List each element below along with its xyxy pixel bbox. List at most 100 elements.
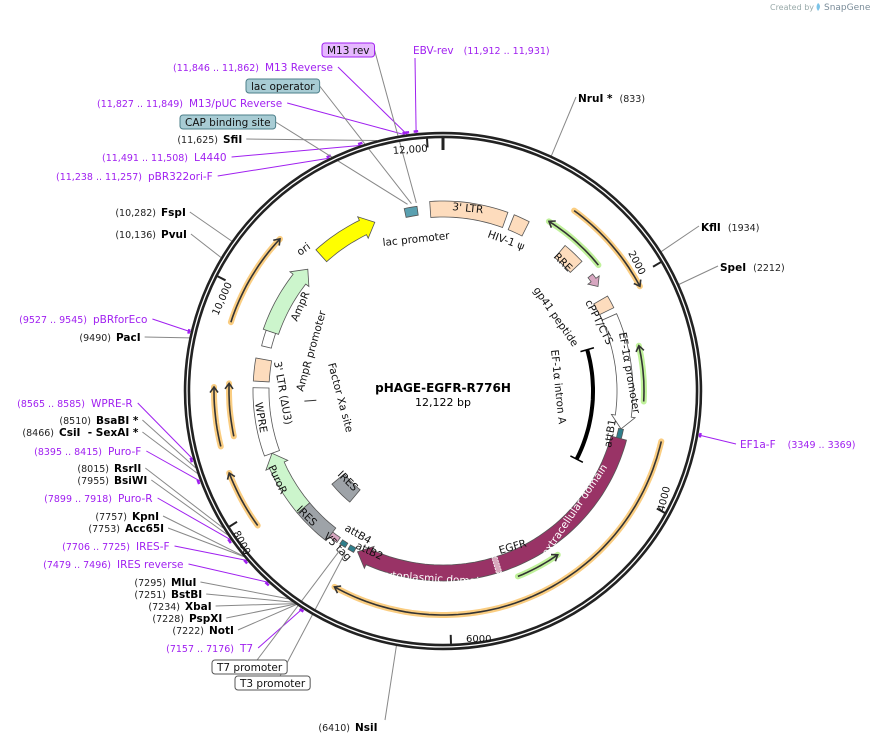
primer-puro-f[interactable]: Puro-F (8395 .. 8415) xyxy=(34,446,141,458)
callout-box[interactable] xyxy=(321,42,376,58)
primer-name[interactable]: IRES reverse xyxy=(117,559,184,571)
enzyme-site-pspxi[interactable]: PspXI (7228) xyxy=(152,613,222,625)
primer-puro-r[interactable]: Puro-R (7899 .. 7918) xyxy=(44,493,152,505)
primer-name[interactable]: pBRforEco xyxy=(93,314,147,326)
primer-name[interactable]: M13/pUC Reverse xyxy=(189,98,282,110)
callout-box[interactable] xyxy=(211,659,288,675)
enzyme-name[interactable]: CsiI - SexAI * xyxy=(59,427,139,439)
feature-label: WPRE xyxy=(252,401,269,433)
enzyme-name[interactable]: NsiI xyxy=(355,722,378,734)
primer-name[interactable]: EBV-rev xyxy=(413,45,454,57)
callout-label[interactable]: T7 promoter xyxy=(216,662,283,674)
enzyme-name[interactable]: SpeI xyxy=(720,262,746,274)
enzyme-name[interactable]: KflI xyxy=(701,222,721,234)
intron-bar xyxy=(574,349,595,461)
primer-t7[interactable]: T7 (7157 .. 7176) xyxy=(166,643,253,655)
enzyme-position: (7234) xyxy=(148,602,180,613)
primer-name[interactable]: WPRE-R xyxy=(91,398,133,410)
primer-binding-mark xyxy=(298,608,305,613)
enzyme-name[interactable]: RsrII xyxy=(114,463,141,475)
primer-name[interactable]: M13 Reverse xyxy=(265,62,333,74)
primer-ebv-rev[interactable]: EBV-rev (11,912 .. 11,931) xyxy=(413,45,550,57)
primer-name[interactable]: EF1a-F xyxy=(740,439,776,451)
enzyme-name[interactable]: BsaBI * xyxy=(96,415,139,427)
callout-box[interactable] xyxy=(245,78,321,94)
feature-label: EF-1α intron A xyxy=(548,349,568,425)
feature-callout-t3-promoter[interactable]: T3 promoter xyxy=(234,675,311,691)
primer-m13-reverse[interactable]: M13 Reverse (11,846 .. 11,862) xyxy=(173,62,333,74)
enzyme-name[interactable]: XbaI xyxy=(185,601,212,613)
enzyme-name[interactable]: NruI * xyxy=(578,93,613,105)
enzyme-name[interactable]: Acc65I xyxy=(125,523,164,535)
egfr-extracellular-label: extracellular domain xyxy=(540,462,611,559)
primer-wpre-r[interactable]: WPRE-R (8565 .. 8585) xyxy=(17,398,133,410)
primer-pbr322ori-f[interactable]: pBR322ori-F (11,238 .. 11,257) xyxy=(56,171,213,183)
primer-ef1a-f[interactable]: EF1a-F (3349 .. 3369) xyxy=(740,439,855,451)
tick-mark xyxy=(228,520,238,528)
feature-callout-m13-rev[interactable]: M13 rev xyxy=(321,42,376,58)
enzyme-site-kfli[interactable]: KflI (1934) xyxy=(701,222,759,234)
enzyme-site-nsii[interactable]: NsiI (6410) xyxy=(318,722,377,734)
enzyme-site-pvui[interactable]: PvuI (10,136) xyxy=(115,229,187,241)
created-by-text: Created by xyxy=(770,3,814,12)
annotation-arc xyxy=(571,207,643,290)
primer-ires-f[interactable]: IRES-F (7706 .. 7725) xyxy=(62,541,169,553)
enzyme-site-sfii[interactable]: SfiI (11,625) xyxy=(177,134,242,146)
primer-m13-puc-reverse[interactable]: M13/pUC Reverse (11,827 .. 11,849) xyxy=(97,98,282,110)
callout-box[interactable] xyxy=(179,114,277,130)
enzyme-site-noti[interactable]: NotI (7222) xyxy=(172,625,234,637)
feature-ori xyxy=(315,216,376,263)
enzyme-site-kpni[interactable]: KpnI (7757) xyxy=(95,511,159,523)
feature-callout-t7-promoter[interactable]: T7 promoter xyxy=(211,659,288,675)
primer-name[interactable]: Puro-R xyxy=(118,493,153,505)
callout-label[interactable]: lac operator xyxy=(251,81,315,93)
enzyme-name[interactable]: BsiWI xyxy=(114,475,147,487)
primer-range: (8565 .. 8585) xyxy=(17,399,85,410)
feature-callout-cap-binding-site[interactable]: CAP binding site xyxy=(179,114,277,130)
enzyme-name[interactable]: PvuI xyxy=(161,229,187,241)
arc-line xyxy=(517,554,559,578)
primer-range: (3349 .. 3369) xyxy=(788,440,856,451)
enzyme-site-spei[interactable]: SpeI (2212) xyxy=(720,262,785,274)
primer-name[interactable]: IRES-F xyxy=(136,541,170,553)
primer-name[interactable]: T7 xyxy=(239,643,253,655)
annotation-arc xyxy=(331,438,665,618)
enzyme-site-bstbi[interactable]: BstBI (7251) xyxy=(134,589,202,601)
callout-label[interactable]: M13 rev xyxy=(327,45,370,57)
primer-ires-reverse[interactable]: IRES reverse (7479 .. 7496) xyxy=(43,559,183,571)
enzyme-site-csii[interactable]: CsiI - SexAI * (8466) xyxy=(22,427,139,439)
enzyme-site-xbai[interactable]: XbaI (7234) xyxy=(148,601,211,613)
enzyme-name[interactable]: PacI xyxy=(116,332,141,344)
enzyme-name[interactable]: MluI xyxy=(171,577,196,589)
primer-name[interactable]: pBR322ori-F xyxy=(148,171,213,183)
enzyme-site-acc65i[interactable]: Acc65I (7753) xyxy=(88,523,164,535)
callout-label[interactable]: CAP binding site xyxy=(185,117,271,129)
feature-ampr xyxy=(262,268,310,335)
arc-glow xyxy=(226,470,261,529)
feature-callout-lac-operator[interactable]: lac operator xyxy=(245,78,321,94)
enzyme-site-rsrii[interactable]: RsrII (8015) xyxy=(77,463,141,475)
enzyme-site-mlui[interactable]: MluI (7295) xyxy=(134,577,196,589)
enzyme-site-paci[interactable]: PacI (9490) xyxy=(79,332,140,344)
enzyme-site-fspi[interactable]: FspI (10,282) xyxy=(115,207,186,219)
enzyme-name[interactable]: FspI xyxy=(161,207,186,219)
enzyme-leader xyxy=(144,336,190,339)
enzyme-site-bsiwi[interactable]: BsiWI (7955) xyxy=(77,475,147,487)
primer-leader xyxy=(414,57,417,134)
primer-name[interactable]: L4440 xyxy=(194,152,227,164)
enzyme-name[interactable]: NotI xyxy=(209,625,234,637)
callout-label[interactable]: T3 promoter xyxy=(239,678,306,690)
primer-pbrforeco[interactable]: pBRforEco (9527 .. 9545) xyxy=(19,314,147,326)
enzyme-site-nrui[interactable]: NruI * (833) xyxy=(578,93,645,105)
enzyme-name[interactable]: PspXI xyxy=(189,613,222,625)
enzyme-name[interactable]: KpnI xyxy=(132,511,159,523)
primer-l4440[interactable]: L4440 (11,491 .. 11,508) xyxy=(102,152,227,164)
enzyme-name[interactable]: BstBI xyxy=(171,589,202,601)
arrowhead-icon xyxy=(209,385,219,394)
enzyme-site-bsabi[interactable]: BsaBI * (8510) xyxy=(59,415,138,427)
callout-box[interactable] xyxy=(234,675,311,691)
enzyme-position: (1934) xyxy=(728,223,760,234)
primer-name[interactable]: Puro-F xyxy=(108,446,141,458)
primer-arcs-layer xyxy=(209,207,665,618)
enzyme-name[interactable]: SfiI xyxy=(223,134,242,146)
